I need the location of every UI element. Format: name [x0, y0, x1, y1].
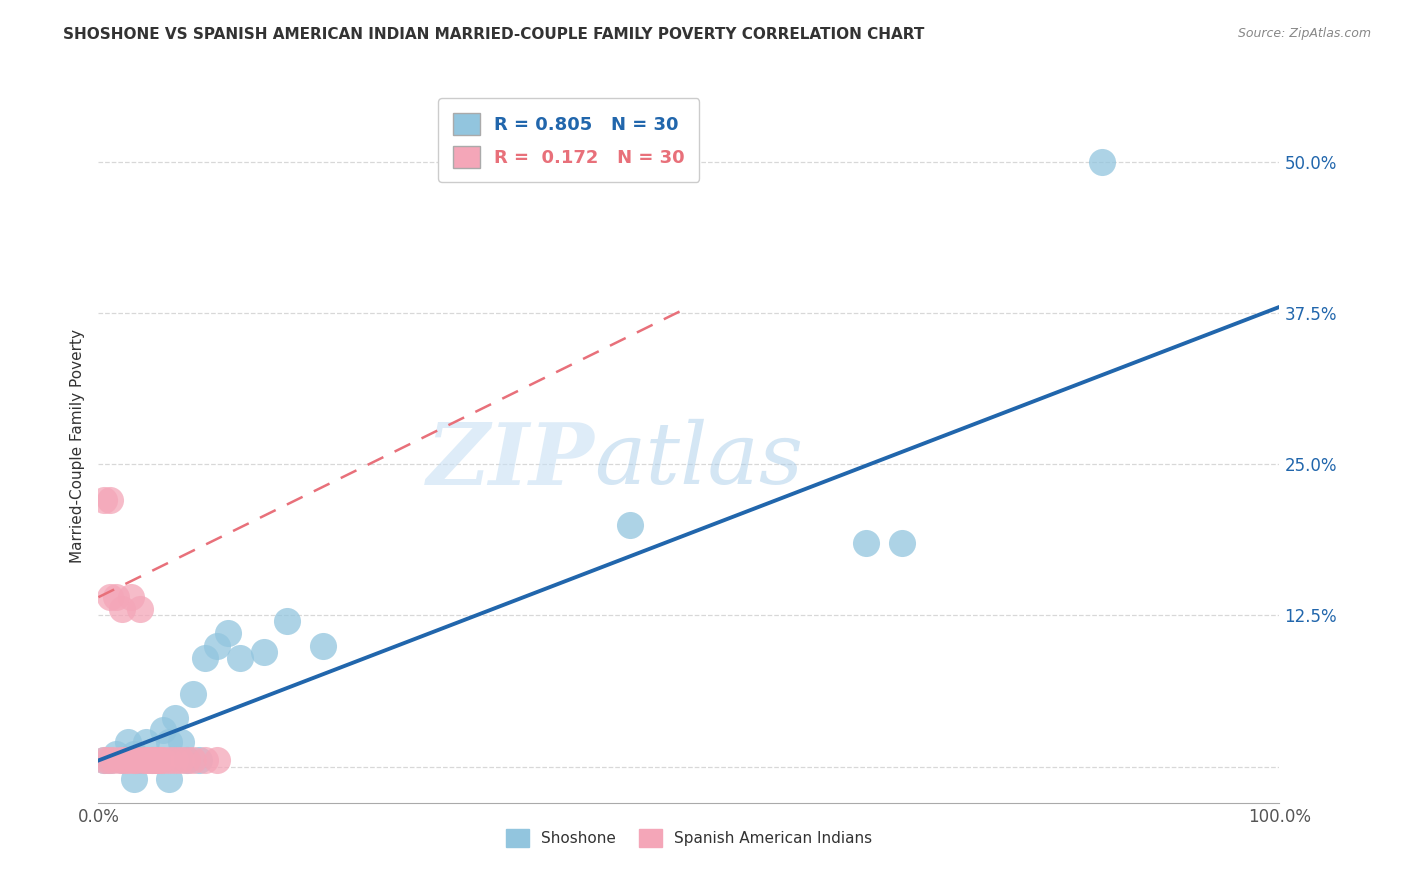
Point: [122, 754, 145, 768]
Point: [108, 754, 131, 768]
Point: [194, 754, 217, 768]
Point: [152, 754, 174, 768]
Point: [157, 735, 180, 749]
Point: [253, 645, 276, 659]
Y-axis label: Married-Couple Family Poverty: Married-Couple Family Poverty: [69, 329, 84, 563]
Point: [117, 754, 139, 768]
Point: [194, 650, 217, 665]
Point: [101, 754, 124, 768]
Point: [105, 747, 128, 762]
Point: [276, 615, 298, 629]
Point: [176, 754, 198, 768]
Point: [229, 650, 252, 665]
Point: [176, 754, 198, 768]
Point: [1091, 154, 1114, 169]
Point: [619, 517, 641, 532]
Point: [141, 754, 163, 768]
Point: [93, 493, 115, 508]
Point: [93, 754, 115, 768]
Point: [93, 754, 115, 768]
Point: [117, 735, 139, 749]
Text: SHOSHONE VS SPANISH AMERICAN INDIAN MARRIED-COUPLE FAMILY POVERTY CORRELATION CH: SHOSHONE VS SPANISH AMERICAN INDIAN MARR…: [63, 27, 925, 42]
Point: [98, 754, 121, 768]
Point: [128, 754, 150, 768]
Point: [141, 754, 163, 768]
Point: [98, 590, 121, 604]
Point: [112, 754, 135, 768]
Point: [136, 754, 159, 768]
Point: [143, 754, 166, 768]
Point: [128, 602, 150, 616]
Point: [165, 711, 187, 725]
Point: [157, 772, 180, 786]
Point: [122, 747, 145, 762]
Point: [205, 754, 228, 768]
Point: [111, 754, 134, 768]
Text: Source: ZipAtlas.com: Source: ZipAtlas.com: [1237, 27, 1371, 40]
Point: [181, 687, 204, 701]
Text: ZIP: ZIP: [426, 418, 595, 502]
Point: [98, 493, 121, 508]
Point: [170, 735, 193, 749]
Point: [105, 590, 128, 604]
Point: [122, 772, 145, 786]
Point: [157, 754, 180, 768]
Point: [152, 723, 174, 738]
Point: [146, 754, 169, 768]
Point: [125, 754, 148, 768]
Legend: Shoshone, Spanish American Indians: Shoshone, Spanish American Indians: [494, 816, 884, 859]
Point: [170, 754, 193, 768]
Point: [181, 754, 204, 768]
Point: [855, 535, 877, 549]
Point: [890, 535, 912, 549]
Point: [312, 639, 335, 653]
Text: atlas: atlas: [595, 419, 804, 501]
Point: [217, 626, 239, 640]
Point: [111, 602, 134, 616]
Point: [146, 754, 169, 768]
Point: [132, 754, 155, 768]
Point: [187, 754, 209, 768]
Point: [135, 735, 157, 749]
Point: [97, 754, 120, 768]
Point: [205, 639, 228, 653]
Point: [149, 754, 172, 768]
Point: [135, 754, 157, 768]
Point: [121, 590, 143, 604]
Point: [165, 754, 187, 768]
